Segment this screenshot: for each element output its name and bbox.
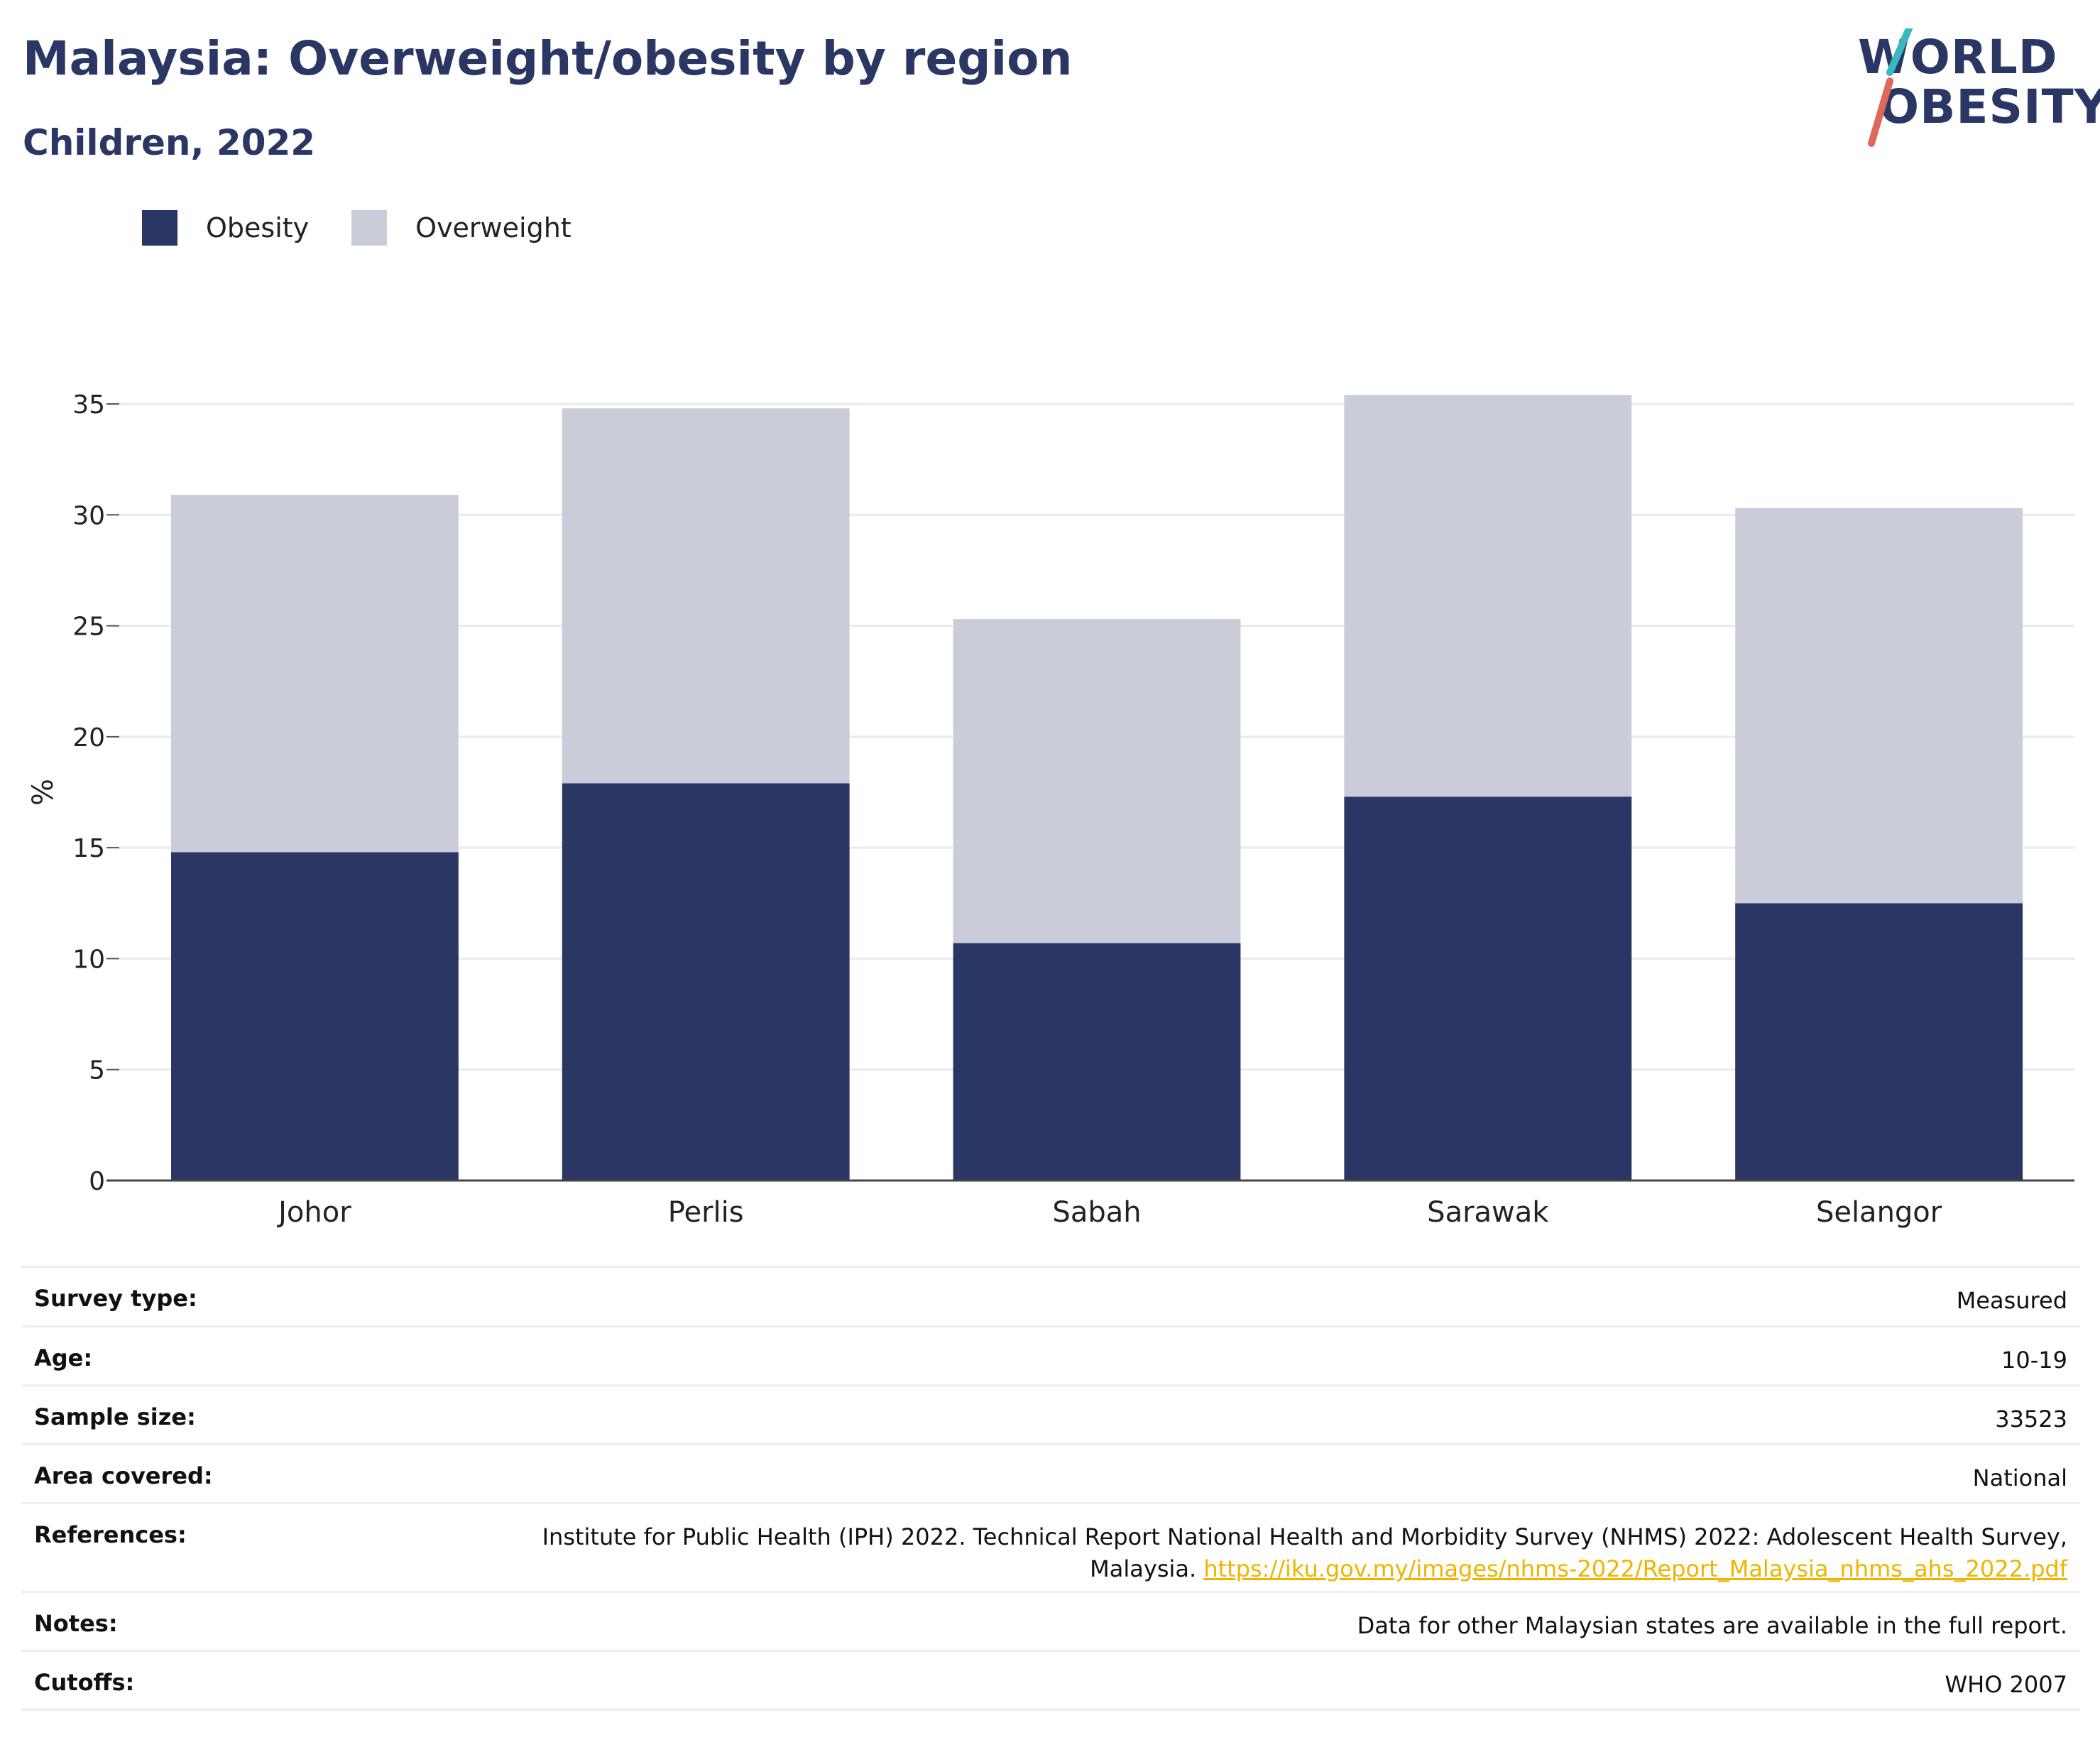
- bar-obesity-sabah[interactable]: [953, 943, 1241, 1181]
- references-link[interactable]: https://iku.gov.my/images/nhms-2022/Repo…: [1203, 1555, 2067, 1582]
- x-tick-label: Selangor: [1816, 1196, 1942, 1229]
- bar-obesity-sarawak[interactable]: [1344, 796, 1632, 1181]
- page-subtitle: Children, 2022: [23, 122, 316, 163]
- info-value-references: Institute for Public Health (IPH) 2022. …: [542, 1521, 2067, 1585]
- y-axis-label: %: [27, 779, 60, 806]
- y-tick-label: 15: [72, 834, 105, 863]
- y-tick-label: 10: [72, 945, 105, 974]
- info-row-sample-size: Sample size: 33523: [21, 1386, 2080, 1445]
- info-value-survey-type: Measured: [1956, 1287, 2067, 1314]
- bar-overweight-johor[interactable]: [170, 495, 459, 853]
- chart-legend: Obesity Overweight: [142, 210, 614, 246]
- legend-swatch-overweight: [351, 210, 388, 246]
- info-row-age: Age: 10-19: [21, 1327, 2080, 1386]
- info-label-area-covered: Area covered:: [34, 1462, 213, 1489]
- x-tick-label: Perlis: [668, 1196, 744, 1229]
- references-text-line1: Institute for Public Health (IPH) 2022. …: [542, 1523, 2067, 1550]
- bar-overweight-sabah[interactable]: [953, 619, 1241, 943]
- info-value-cutoffs: WHO 2007: [1945, 1671, 2068, 1698]
- info-label-age: Age:: [34, 1345, 93, 1371]
- x-tick-label: Johor: [276, 1196, 351, 1229]
- info-row-area-covered: Area covered: National: [21, 1445, 2080, 1504]
- info-value-age: 10-19: [2001, 1347, 2067, 1374]
- legend-label-overweight: Overweight: [415, 212, 572, 243]
- y-tick-label: 5: [89, 1056, 105, 1085]
- y-tick-label: 20: [72, 723, 105, 752]
- survey-info-table: Survey type: Measured Age: 10-19 Sample …: [21, 1266, 2080, 1711]
- legend-item-obesity[interactable]: Obesity: [142, 210, 309, 246]
- x-tick-label: Sarawak: [1427, 1196, 1549, 1229]
- y-tick-label: 35: [72, 390, 105, 420]
- info-row-survey-type: Survey type: Measured: [21, 1268, 2080, 1327]
- info-row-references: References: Institute for Public Health …: [21, 1504, 2080, 1593]
- info-label-cutoffs: Cutoffs:: [34, 1669, 135, 1696]
- legend-label-obesity: Obesity: [206, 212, 310, 243]
- y-tick-label: 30: [72, 501, 105, 530]
- legend-item-overweight[interactable]: Overweight: [351, 210, 572, 246]
- info-label-notes: Notes:: [34, 1610, 118, 1637]
- info-label-references: References:: [34, 1521, 187, 1548]
- info-row-cutoffs: Cutoffs: WHO 2007: [21, 1652, 2080, 1711]
- stacked-bar-chart: 0 5 10 15 20 25 30 35% Johor Perlis Sabah Sarawak Se…: [27, 390, 2074, 1229]
- bar-obesity-perlis[interactable]: [562, 783, 850, 1181]
- info-value-sample-size: 33523: [1995, 1406, 2067, 1433]
- page-title: Malaysia: Overweight/obesity by region: [23, 31, 1073, 86]
- info-row-notes: Notes: Data for other Malaysian states a…: [21, 1593, 2080, 1652]
- bar-obesity-johor[interactable]: [170, 852, 459, 1181]
- logo-text-obesity: OBESITY: [1879, 80, 2100, 134]
- info-label-survey-type: Survey type:: [34, 1285, 197, 1312]
- bar-overweight-sarawak[interactable]: [1344, 395, 1632, 797]
- info-value-area-covered: National: [1972, 1464, 2067, 1491]
- info-value-notes: Data for other Malaysian states are avai…: [1357, 1612, 2067, 1639]
- y-tick-label: 25: [72, 613, 105, 642]
- bar-overweight-perlis[interactable]: [562, 408, 850, 784]
- world-obesity-logo: WORLD OBESITY: [1846, 28, 2100, 149]
- legend-swatch-obesity: [142, 210, 177, 246]
- logo-slash-icon: [1868, 28, 1913, 147]
- x-tick-label: Sabah: [1052, 1196, 1141, 1229]
- references-text-line2: Malaysia.: [1090, 1555, 1197, 1582]
- bar-overweight-selangor[interactable]: [1735, 508, 2023, 904]
- bar-obesity-selangor[interactable]: [1735, 903, 2023, 1181]
- info-label-sample-size: Sample size:: [34, 1403, 196, 1430]
- y-tick-label: 0: [89, 1167, 105, 1196]
